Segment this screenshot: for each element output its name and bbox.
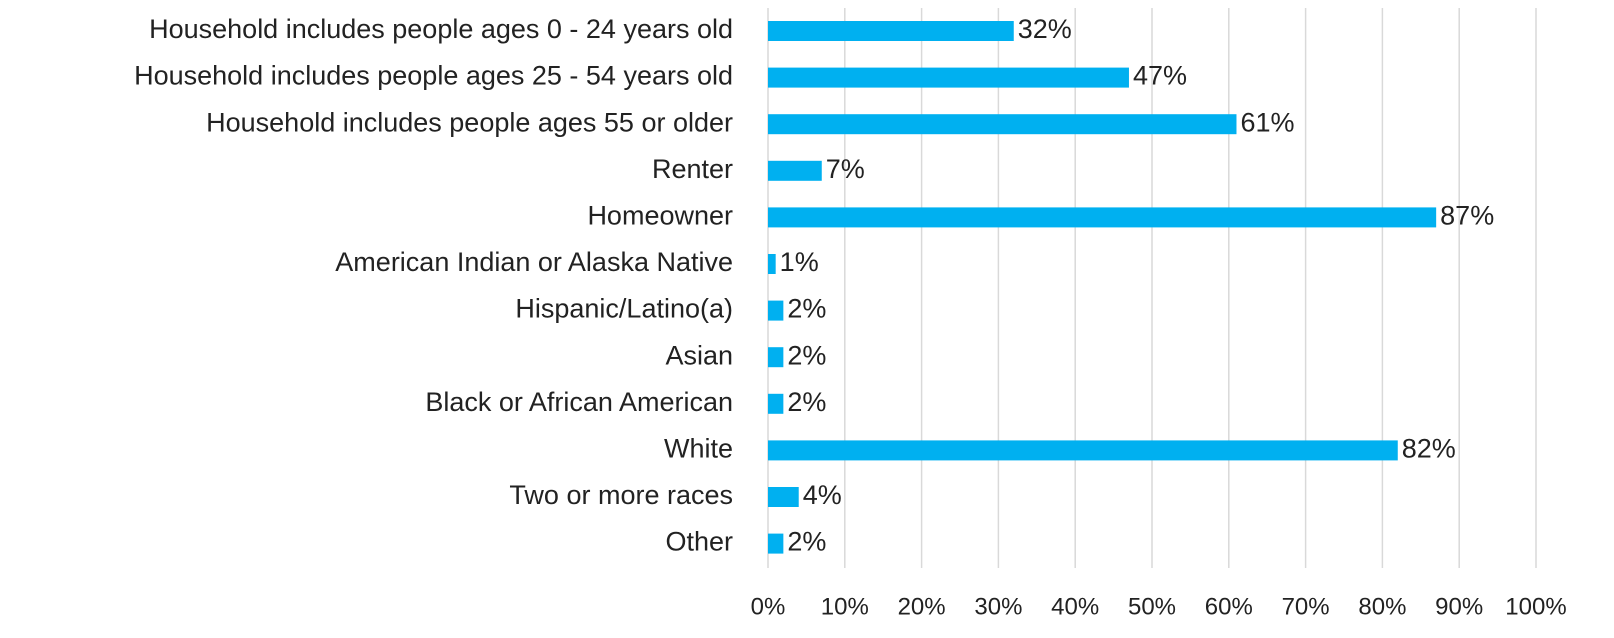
x-tick-label: 100% [1505,593,1566,620]
x-tick-label: 70% [1282,593,1330,620]
data-label: 32% [1018,14,1072,44]
y-tick-label: Renter [652,154,733,184]
y-tick-label: Homeowner [587,201,733,231]
bar [768,114,1237,135]
bar [768,254,776,274]
y-tick-label: Two or more races [509,480,733,510]
y-tick-label: Asian [665,340,733,370]
x-tick-label: 30% [974,593,1022,620]
y-tick-label: American Indian or Alaska Native [335,247,733,277]
bar [768,67,1129,88]
y-tick-label: Household includes people ages 25 - 54 y… [134,61,733,91]
bar [768,207,1437,228]
bar [768,533,784,554]
y-tick-label: Black or African American [425,387,733,417]
data-label: 82% [1402,434,1456,464]
y-tick-label: White [664,434,733,464]
bar [768,300,784,321]
bar [768,393,784,414]
x-tick-label: 10% [821,593,869,620]
data-label: 1% [780,247,819,277]
x-tick-label: 20% [898,593,946,620]
y-tick-label: Hispanic/Latino(a) [515,294,733,324]
data-label: 47% [1133,61,1187,91]
data-label: 2% [787,387,826,417]
bar [768,347,784,368]
x-tick-label: 90% [1435,593,1483,620]
bar [768,440,1398,461]
y-tick-label: Other [665,527,733,557]
y-tick-label: Household includes people ages 55 or old… [206,107,733,137]
data-label: 87% [1440,201,1494,231]
x-tick-label: 80% [1358,593,1406,620]
x-tick-label: 0% [751,593,786,620]
y-tick-label: Household includes people ages 0 - 24 ye… [149,14,733,44]
data-label: 2% [787,340,826,370]
x-tick-label: 60% [1205,593,1253,620]
x-tick-label: 40% [1051,593,1099,620]
data-label: 2% [787,294,826,324]
bar [768,160,822,181]
data-label: 7% [826,154,865,184]
data-label: 2% [787,527,826,557]
bar [768,21,1014,41]
bar [768,487,799,507]
data-label: 61% [1240,107,1294,137]
data-label: 4% [803,480,842,510]
x-tick-label: 50% [1128,593,1176,620]
